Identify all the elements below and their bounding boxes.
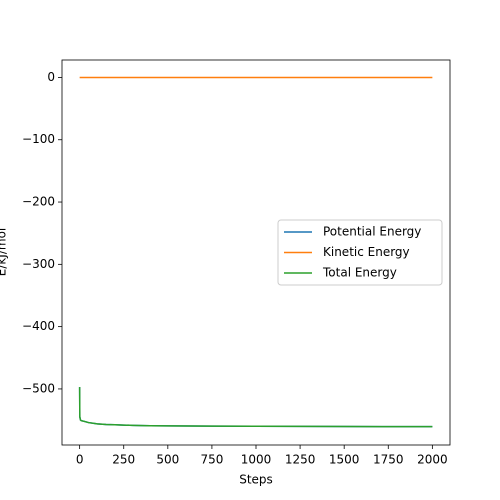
legend-box [277,219,443,286]
x-tick-label: 500 [156,453,179,467]
x-tick-label: 1500 [329,453,360,467]
legend-label: Total Energy [322,266,397,280]
y-axis-label: E/kJ/mol [0,228,9,277]
x-axis-label: Steps [239,473,273,487]
x-tick-label: 1750 [373,453,404,467]
x-tick-label: 250 [112,453,135,467]
legend-label: Kinetic Energy [323,245,410,259]
legend-label: Potential Energy [323,225,421,239]
plot-frame [61,59,451,446]
y-tick-label: 0 [47,70,55,84]
x-tick-label: 1250 [285,453,316,467]
y-tick-label: −100 [22,132,55,146]
x-tick-label: 750 [200,453,223,467]
line-series [78,387,433,428]
line-series [78,387,433,428]
x-tick-label: 0 [76,453,84,467]
x-tick-label: 2000 [417,453,448,467]
y-tick-label: −200 [22,195,55,209]
y-tick-label: −500 [22,381,55,395]
y-tick-label: −300 [22,257,55,271]
y-tick-label: −400 [22,319,55,333]
x-tick-label: 1000 [241,453,272,467]
